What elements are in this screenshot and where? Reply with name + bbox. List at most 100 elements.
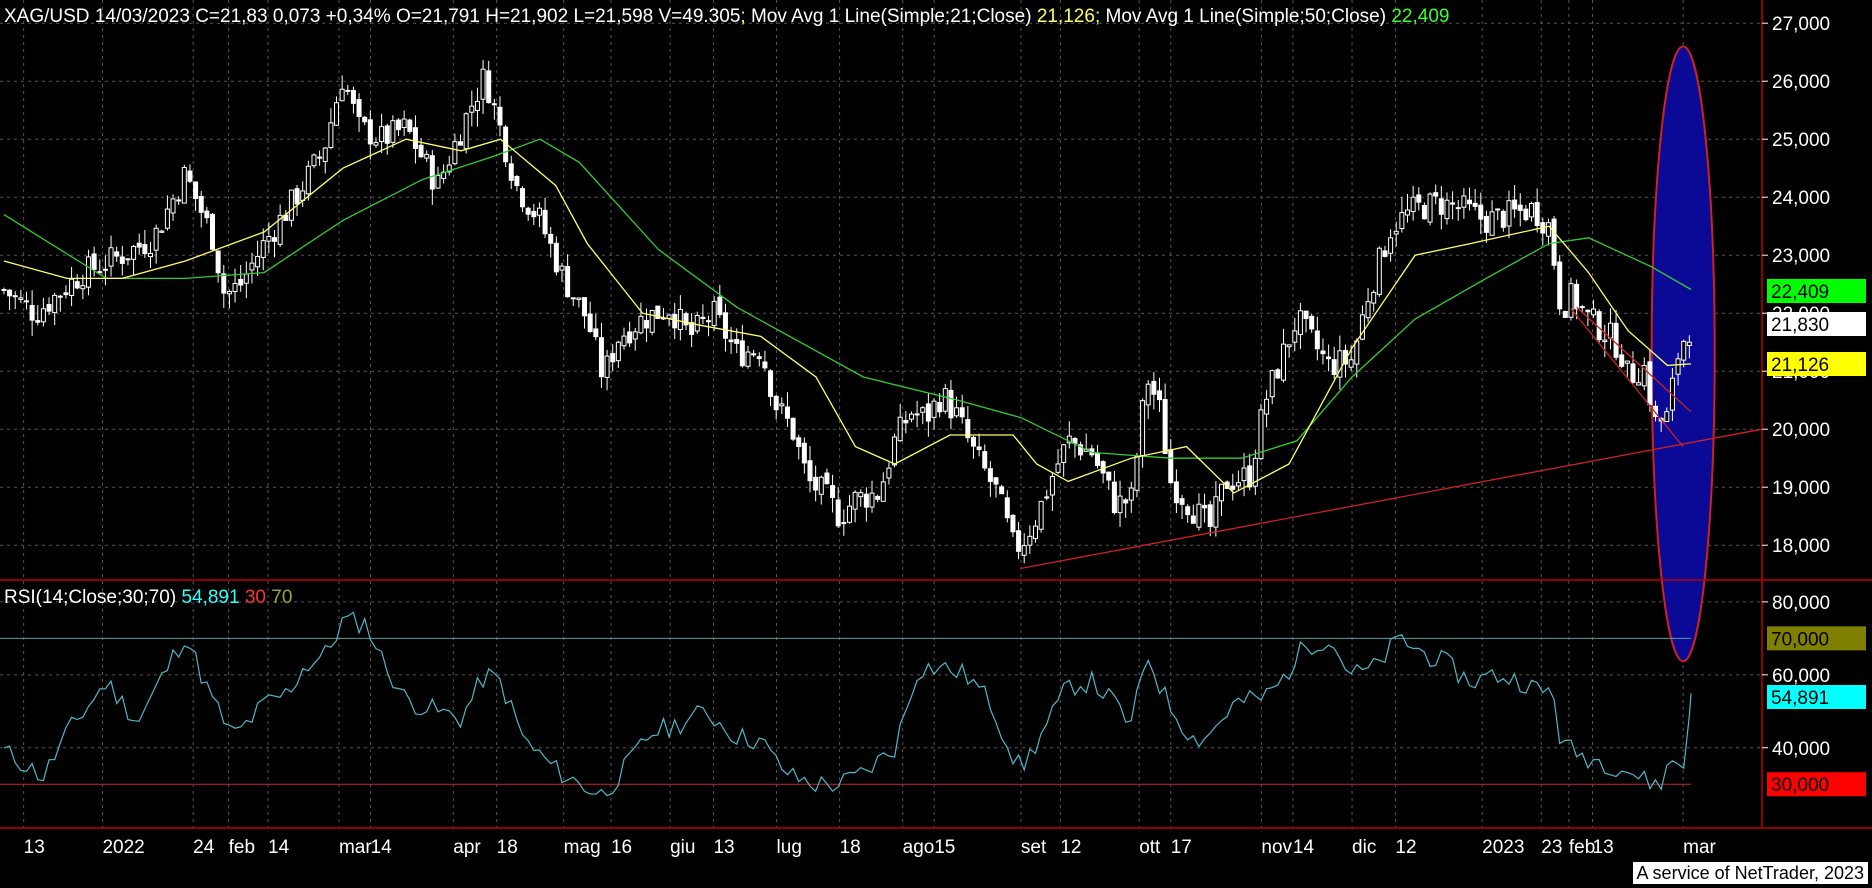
- trend-lines: [1020, 306, 1763, 570]
- candle-body: [689, 322, 695, 335]
- candle-body: [63, 292, 69, 296]
- time-tick-label: 18: [840, 837, 861, 858]
- candle-body: [908, 413, 914, 420]
- candle-body: [91, 253, 97, 270]
- candle-body: [1427, 193, 1433, 223]
- candle-body: [1179, 498, 1185, 505]
- time-tick-label: 17: [1171, 837, 1192, 858]
- candle-body: [784, 406, 790, 419]
- price-badge-label: 22,409: [1771, 282, 1829, 303]
- candle-body: [1495, 208, 1501, 211]
- candle-body: [1348, 359, 1354, 368]
- time-tick-label: ott: [1139, 837, 1161, 858]
- candle-body: [1506, 200, 1512, 227]
- candle-body: [1557, 261, 1563, 310]
- candle-body: [7, 289, 13, 297]
- candle-body: [350, 89, 356, 104]
- candle-body: [869, 492, 875, 508]
- time-tick-label: nov: [1261, 837, 1292, 858]
- candle-body: [446, 164, 452, 173]
- candle-body: [119, 256, 125, 264]
- time-tick-label: apr: [453, 837, 481, 858]
- candle-body: [1607, 322, 1613, 339]
- time-tick-label: feb: [1569, 837, 1595, 858]
- candle-body: [638, 315, 644, 334]
- candle-body: [525, 207, 531, 215]
- candle-body: [474, 100, 480, 111]
- candle-body: [429, 155, 435, 190]
- time-tick-label: giu: [670, 837, 695, 858]
- candle-body: [85, 256, 91, 288]
- candle-body: [627, 331, 633, 344]
- candle-body: [1574, 283, 1580, 310]
- candle-body: [920, 407, 926, 413]
- rsi-badge-bg: [1767, 685, 1866, 709]
- candle-body: [987, 468, 993, 482]
- candle-body: [1162, 399, 1168, 455]
- time-tick-label: ago: [903, 837, 935, 858]
- candle-body: [711, 300, 717, 327]
- candle-body: [846, 505, 852, 523]
- candle-body: [1585, 309, 1591, 313]
- candle-body: [959, 407, 965, 418]
- candle-body: [892, 436, 898, 466]
- candle-body: [604, 355, 610, 378]
- candle-body: [401, 118, 407, 129]
- candle-body: [1596, 311, 1602, 341]
- time-tick-label: 18: [497, 837, 518, 858]
- candle-body: [1309, 315, 1315, 330]
- candle-body: [215, 250, 221, 274]
- candle-body: [1269, 370, 1275, 398]
- candle-body: [672, 313, 678, 329]
- candle-body: [114, 251, 120, 257]
- candle-body: [277, 214, 283, 245]
- candle-body: [272, 237, 278, 242]
- candle-body: [322, 147, 328, 162]
- candle-body: [334, 102, 340, 126]
- candle-body: [796, 437, 802, 447]
- candle-body: [1512, 199, 1518, 210]
- candle-body: [356, 98, 362, 118]
- header-volume: V=49.305: [658, 6, 741, 27]
- candle-body: [903, 420, 909, 424]
- candle-body: [565, 266, 571, 298]
- candle-body: [1106, 471, 1112, 481]
- candle-body: [1128, 487, 1134, 501]
- time-tick-label: mag: [564, 837, 601, 858]
- candle-body: [813, 476, 819, 491]
- header-change-pct: +0,34%: [325, 6, 391, 27]
- axes: 27,00026,00025,00024,00023,00022,00021,0…: [0, 0, 1872, 858]
- candle-body: [1100, 461, 1106, 474]
- ma21-line: [3, 138, 1692, 494]
- candle-body: [1252, 457, 1258, 487]
- candle-body: [1275, 369, 1281, 379]
- candle-body: [1681, 340, 1687, 361]
- candle-body: [1303, 310, 1309, 320]
- candle-body: [1653, 405, 1659, 418]
- ma50-line: [3, 138, 1692, 459]
- ma50-value: 22,409: [1391, 6, 1450, 27]
- rsi-badge-bg: [1767, 772, 1866, 797]
- time-tick-label: 14: [1293, 837, 1315, 858]
- candle-body: [1235, 482, 1241, 487]
- candle-body: [739, 340, 745, 367]
- price-tick-label: 19,000: [1772, 478, 1830, 499]
- candle-body: [1281, 343, 1287, 381]
- candle-body: [1320, 350, 1326, 355]
- candle-body: [1619, 354, 1625, 367]
- candle-body: [288, 189, 294, 221]
- candle-body: [1286, 344, 1292, 348]
- candle-body: [982, 451, 988, 469]
- candle-body: [1568, 283, 1574, 318]
- candle-body: [570, 297, 576, 300]
- candle-body: [897, 416, 903, 442]
- candle-body: [1258, 409, 1264, 460]
- candle-body: [491, 103, 497, 106]
- candle-body: [153, 227, 159, 251]
- candle-body: [1433, 192, 1439, 197]
- candle-body: [942, 388, 948, 412]
- candle-body: [1066, 435, 1072, 444]
- candle-body: [486, 70, 492, 104]
- candle-body: [773, 395, 779, 411]
- candle-body: [914, 413, 920, 416]
